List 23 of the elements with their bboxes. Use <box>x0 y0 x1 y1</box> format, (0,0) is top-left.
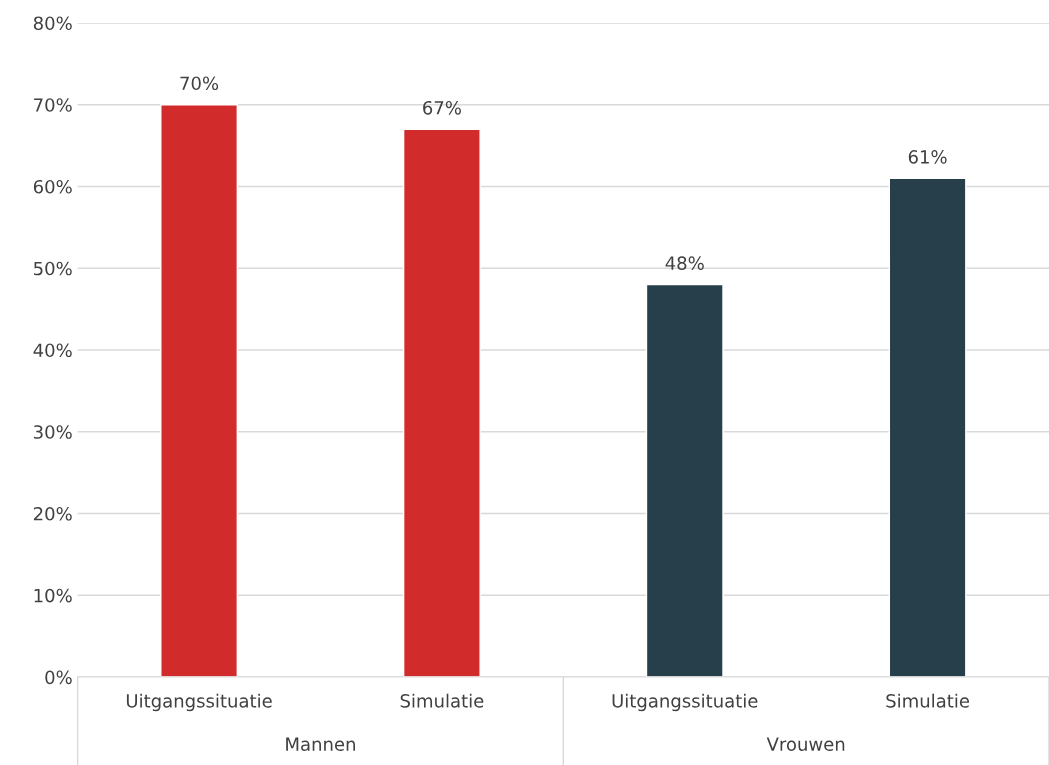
y-tick-label: 60% <box>33 179 72 194</box>
x-tick-label: Simulatie <box>886 693 970 708</box>
y-tick-label: 80% <box>33 16 72 31</box>
data-label: 61% <box>908 150 947 164</box>
data-label: 48% <box>665 256 704 270</box>
text: Mannen <box>286 737 355 751</box>
bar <box>402 128 481 678</box>
x-tick-label: Uitgangssituatie <box>126 693 272 712</box>
x-tick-label: Uitgangssituatie <box>612 693 758 712</box>
y-tick-label: 20% <box>33 506 72 521</box>
y-tick-label: 30% <box>34 425 72 439</box>
data-label: 70% <box>180 76 219 91</box>
bar <box>160 104 238 678</box>
data-label: 67% <box>423 100 461 115</box>
y-tick-label: 50% <box>34 261 72 276</box>
text: Vrouwen <box>766 737 845 751</box>
y-tick-label: 70% <box>34 98 72 112</box>
y-tick-label: 10% <box>34 588 72 603</box>
bar <box>645 283 724 678</box>
y-tick-label: 40% <box>33 343 72 358</box>
x-tick-label: Simulatie <box>400 693 484 708</box>
bar <box>888 177 967 678</box>
y-tick-label: 0% <box>45 670 72 685</box>
